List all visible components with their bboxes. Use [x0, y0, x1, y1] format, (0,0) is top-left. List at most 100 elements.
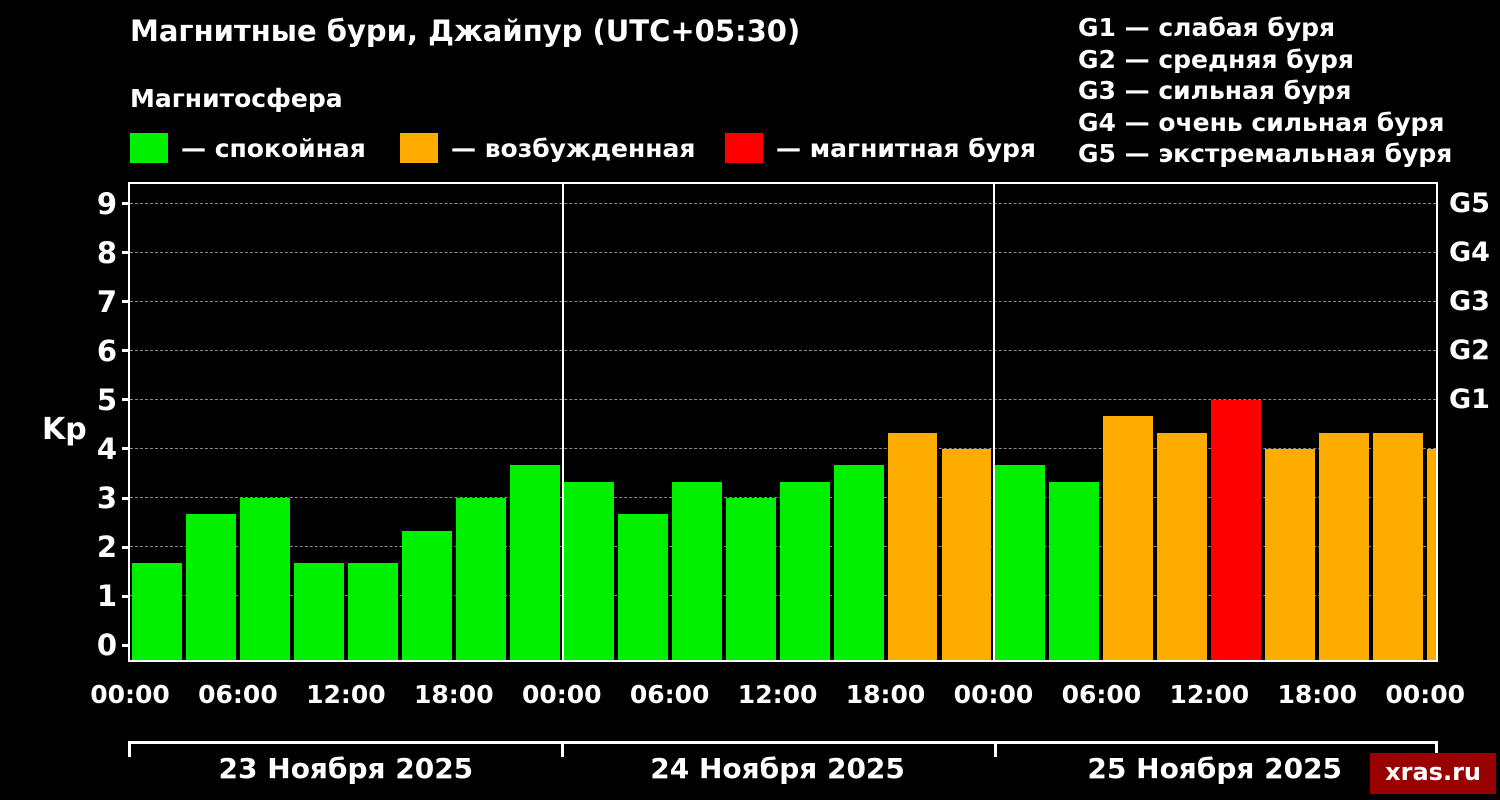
kp-bar	[563, 481, 614, 660]
x-tick-label: 18:00	[1277, 680, 1358, 709]
g-scale-tick-label: G2	[1449, 334, 1490, 366]
legend-item-calm: — спокойная	[130, 133, 366, 163]
page-title: Магнитные бури, Джайпур (UTC+05:30)	[130, 14, 801, 48]
kp-bar	[887, 432, 938, 660]
kp-bar	[1157, 432, 1208, 660]
y-tick-mark	[122, 643, 128, 647]
legend-label: — магнитная буря	[776, 133, 1036, 163]
legend-label: — возбужденная	[451, 133, 696, 163]
y-tick-mark	[122, 447, 128, 451]
y-tick-mark	[122, 251, 128, 255]
calm-color-swatch	[130, 133, 168, 163]
kp-bar	[779, 481, 830, 660]
kp-bar	[1373, 432, 1424, 660]
x-tick-label: 18:00	[414, 680, 494, 709]
gridline	[130, 398, 1436, 400]
g-scale-tick-label: G5	[1449, 187, 1490, 219]
y-tick-mark	[122, 300, 128, 304]
kp-bar	[185, 514, 236, 660]
kp-bar	[239, 498, 290, 660]
x-tick-label: 00:00	[521, 680, 602, 709]
y-tick-mark	[122, 496, 128, 500]
date-axis-tick	[128, 744, 131, 757]
gridline	[130, 202, 1436, 204]
x-tick-label: 18:00	[845, 680, 926, 709]
storm-color-swatch	[725, 133, 763, 163]
g-scale-legend-item: G5 — экстремальная буря	[1078, 139, 1453, 168]
kp-bar	[509, 465, 560, 660]
kp-bar	[401, 530, 452, 660]
subtitle: Магнитосфера	[130, 84, 343, 113]
day-boundary-line	[561, 184, 564, 660]
date-axis-tick	[1435, 744, 1438, 757]
y-tick-label: 4	[96, 431, 117, 466]
kp-bar	[725, 498, 776, 660]
kp-bar	[1103, 416, 1154, 660]
y-tick-label: 1	[96, 579, 117, 614]
y-tick-label: 5	[96, 382, 117, 417]
g-scale-legend-item: G4 — очень сильная буря	[1078, 107, 1445, 137]
day-boundary-line	[993, 184, 996, 660]
kp-bar	[347, 563, 398, 660]
y-tick-label: 3	[96, 481, 117, 516]
g-scale-legend-item: G3 — сильная буря	[1078, 76, 1352, 105]
gridline	[130, 251, 1436, 253]
date-axis-tick	[561, 744, 565, 757]
y-tick-label: 7	[96, 284, 117, 319]
kp-bar	[995, 465, 1046, 660]
kp-bar	[833, 465, 884, 660]
excited-color-swatch	[400, 133, 438, 163]
x-tick-label: 00:00	[1385, 680, 1465, 709]
date-axis	[128, 741, 1438, 758]
y-tick-mark	[122, 202, 128, 206]
gridline	[130, 300, 1436, 302]
kp-bar	[293, 563, 344, 660]
date-label: 24 Ноября 2025	[650, 752, 905, 785]
g-scale-legend: G1 — слабая буря G2 — средняя буря G3 — …	[1078, 12, 1452, 170]
x-tick-label: 12:00	[737, 680, 818, 709]
y-axis-label: Kp	[42, 412, 87, 447]
kp-bar	[671, 481, 722, 660]
y-tick-mark	[122, 594, 128, 598]
x-tick-label: 12:00	[306, 680, 386, 709]
x-tick-label: 06:00	[1061, 680, 1142, 709]
xras-watermark: xras.ru	[1370, 753, 1496, 794]
y-tick-label: 9	[96, 186, 117, 221]
legend-item-excited: — возбужденная	[400, 133, 695, 163]
y-tick-label: 6	[96, 333, 117, 368]
date-label: 25 Ноября 2025	[1087, 752, 1343, 785]
kp-bar	[132, 563, 182, 660]
gridline	[130, 349, 1436, 351]
x-tick-label: 12:00	[1169, 680, 1250, 709]
x-tick-label: 06:00	[198, 680, 278, 709]
g-scale-tick-label: G4	[1449, 236, 1490, 268]
kp-bar	[941, 449, 992, 660]
g-scale-tick-label: G3	[1449, 285, 1490, 317]
g-scale-legend-item: G1 — слабая буря	[1078, 13, 1336, 42]
legend-label: — спокойная	[181, 133, 366, 163]
kp-bar	[1265, 449, 1316, 660]
date-label: 23 Ноября 2025	[218, 752, 474, 785]
y-tick-mark	[122, 545, 128, 549]
kp-bar	[455, 498, 506, 660]
x-tick-label: 00:00	[90, 680, 170, 709]
plot-area	[128, 182, 1438, 662]
gridline	[130, 448, 1436, 449]
x-tick-label: 00:00	[953, 680, 1034, 709]
g-scale-tick-label: G1	[1449, 383, 1490, 415]
date-axis-tick	[994, 744, 998, 757]
kp-bar	[1049, 481, 1100, 660]
y-tick-label: 8	[96, 235, 117, 270]
y-tick-label: 0	[96, 628, 117, 663]
kp-bar	[617, 514, 668, 660]
x-tick-label: 06:00	[629, 680, 710, 709]
y-tick-mark	[122, 349, 128, 353]
kp-bar	[1427, 449, 1436, 660]
y-tick-label: 2	[96, 530, 117, 565]
kp-bar	[1319, 432, 1370, 660]
g-scale-legend-item: G2 — средняя буря	[1078, 44, 1354, 74]
y-tick-mark	[122, 398, 128, 402]
kp-bar	[1211, 399, 1262, 660]
legend-item-storm: — магнитная буря	[725, 133, 1036, 163]
